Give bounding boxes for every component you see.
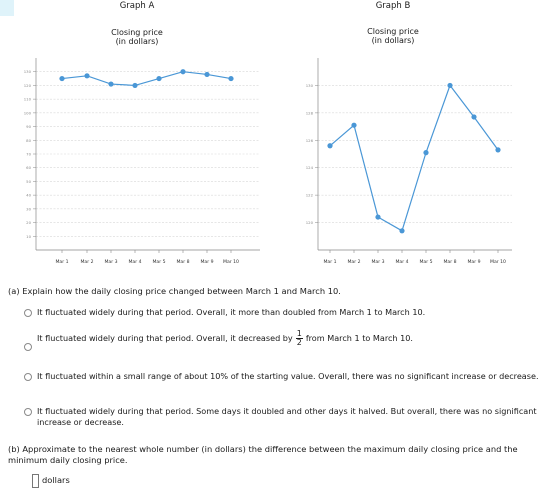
graph-b-xtick-label: Mar 4	[395, 259, 408, 265]
graph-b-ylabel-line2: (in dollars)	[371, 36, 415, 45]
graph-b-series-line	[329, 84, 499, 232]
graph-a-xtick-label: Mar 2	[80, 259, 93, 265]
graph-a-ytick-label: 60	[26, 165, 31, 170]
graph-b-ylabel-line1: Closing price	[367, 27, 419, 36]
graph-a-xtick-label: Mar 8	[176, 259, 189, 265]
graph-b-xtick-label: Mar 9	[467, 259, 480, 265]
graph-b-point	[447, 82, 453, 89]
option-2-radio[interactable]	[24, 343, 32, 351]
question-a-prompt: (a) Explain how the daily closing price …	[8, 286, 341, 296]
graph-b-point	[399, 228, 405, 234]
graph-a-series-line	[61, 71, 232, 87]
graph-a-ytick-label: 120	[24, 83, 32, 88]
graph-a-point	[108, 81, 114, 87]
graph-b-point	[495, 147, 501, 153]
option-1-radio[interactable]	[24, 309, 32, 317]
option-2-text: It fluctuated widely during that period.…	[37, 330, 413, 347]
graph-b-ylabel: Closing price (in dollars)	[333, 27, 453, 45]
graph-a-ylabel: Closing price (in dollars)	[77, 28, 197, 46]
graph-a-ytick-label: 30	[26, 206, 31, 211]
corner-highlight	[0, 0, 14, 16]
answer-unit-label: dollars	[42, 475, 70, 485]
graph-a-plot: 10 20 30 40 50 60 70 80 90 100 110 120 130 Mar 1 Mar 2…	[24, 58, 260, 265]
graph-b-xtick-label: Mar 8	[443, 259, 456, 265]
graph-a-xtick-label: Mar 5	[152, 259, 165, 265]
graph-b-ytick-label: 122	[306, 193, 314, 198]
option-1-text: It fluctuated widely during that period.…	[37, 307, 426, 317]
graph-b-point	[471, 114, 477, 120]
graph-a-ytick-label: 40	[26, 193, 31, 198]
graph-b-xtick-label: Mar 5	[419, 259, 432, 265]
graph-b-point	[375, 214, 381, 220]
graph-a-ytick-label: 90	[26, 124, 31, 129]
graph-a-ytick-label: 20	[26, 220, 31, 225]
option-4-radio[interactable]	[24, 408, 32, 416]
option-4-text: It fluctuated widely during that period.…	[37, 406, 537, 427]
graph-b-ytick-label: 130	[306, 83, 314, 88]
graph-b-point	[351, 122, 357, 128]
graph-b-plot: 120 122 124 126 128 130 Mar 1 Mar 2 Mar 3 Mar 4 Ma…	[306, 58, 512, 265]
option-2-lead: It fluctuated widely during that period.…	[37, 333, 293, 343]
graph-a-point	[59, 75, 65, 82]
graph-a-xtick-label: Mar 9	[200, 259, 213, 265]
graph-a-ytick-label: 100	[24, 110, 32, 115]
graph-b-point	[327, 143, 333, 149]
graph-a-point	[156, 75, 162, 82]
graph-a-ytick-label: 50	[26, 179, 31, 184]
fraction-numerator: 1	[295, 329, 303, 339]
graph-a-point	[204, 71, 210, 78]
option-3-radio[interactable]	[24, 373, 32, 381]
graph-b-ytick-label: 128	[306, 110, 314, 115]
graph-b-xtick-label: Mar 10	[490, 259, 506, 265]
charts-svg: 10 20 30 40 50 60 70 80 90 100 110 120 130 Mar 1 Mar 2…	[24, 58, 512, 265]
option-3-text: It fluctuated within a small range of ab…	[37, 371, 539, 381]
graph-b-label: Graph B	[375, 1, 411, 11]
graph-b-xtick-label: Mar 2	[347, 259, 360, 265]
graph-b-point	[423, 150, 429, 156]
option-2-tail: from March 1 to March 10.	[305, 333, 414, 343]
graph-a-xtick-label: Mar 4	[128, 259, 141, 265]
graph-a-point	[132, 82, 138, 89]
question-b-prompt: (b) Approximate to the nearest whole num…	[8, 444, 518, 465]
graph-a-xtick-label: Mar 10	[223, 259, 239, 265]
graph-b-ytick-label: 126	[306, 138, 314, 143]
graph-a-ytick-label: 110	[24, 97, 32, 102]
graph-a-label: Graph A	[119, 1, 155, 11]
graph-b-xtick-label: Mar 3	[371, 259, 384, 265]
graph-a-ytick-label: 130	[24, 69, 32, 74]
graph-b-ytick-label: 120	[306, 220, 314, 225]
graph-a-point	[180, 69, 186, 75]
graph-a-ytick-label: 10	[26, 234, 31, 239]
graph-a-xtick-label: Mar 3	[104, 259, 117, 265]
graph-b-ytick-label: 124	[306, 165, 314, 170]
graph-b-xtick-label: Mar 1	[323, 259, 336, 265]
difference-answer-input[interactable]	[32, 474, 39, 488]
graph-a-ylabel-line1: Closing price	[111, 28, 163, 37]
graph-a-xtick-label: Mar 1	[55, 259, 68, 265]
graph-a-point	[84, 73, 90, 79]
graph-a-ylabel-line2: (in dollars)	[115, 37, 159, 46]
graph-a-ytick-label: 80	[26, 138, 31, 143]
graph-a-point	[228, 75, 234, 82]
fraction-denominator: 2	[296, 338, 302, 347]
graph-a-ytick-label: 70	[26, 152, 31, 157]
